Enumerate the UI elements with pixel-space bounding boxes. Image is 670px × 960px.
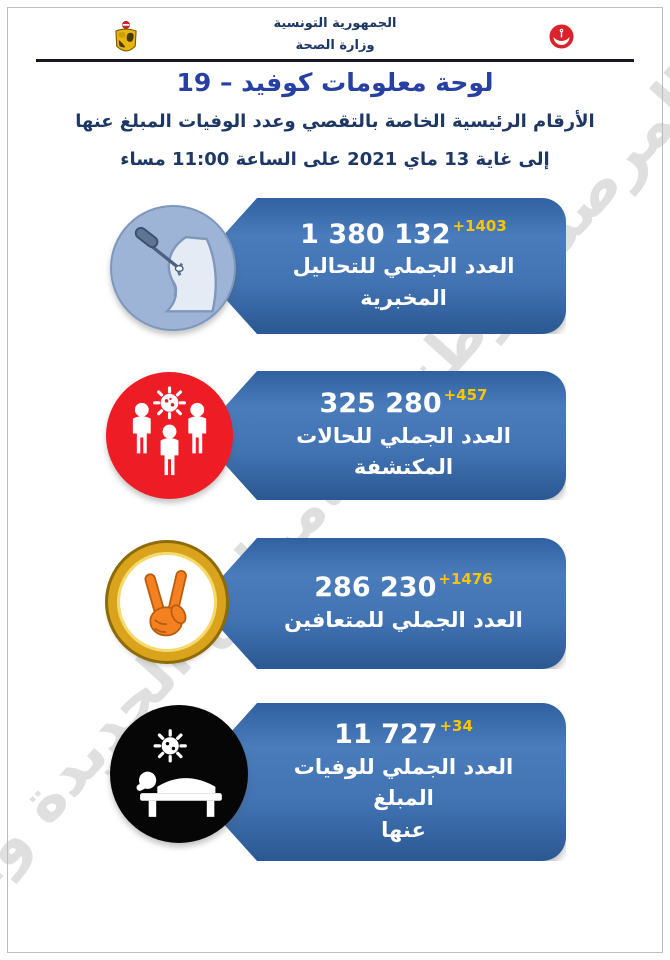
infected-people-virus-icon	[106, 372, 233, 499]
confirmed-cases-label: العدد الجملي للحالات المكتشفة	[296, 423, 511, 480]
recovered-label: العدد الجملي للمتعافين	[284, 607, 523, 632]
lab-tests-delta: +1403	[452, 216, 507, 235]
recovered-value: 286 230 +1476	[314, 571, 492, 605]
recovered-delta: +1476	[438, 569, 493, 588]
stat-banner-lab-tests: 1 380 132 +1403 العدد الجملي للتحاليل الم…	[221, 198, 566, 334]
confirmed-cases-value: 325 280 +457	[319, 387, 487, 421]
confirmed-cases-total: 325 280	[319, 388, 442, 420]
tunisia-coat-of-arms-icon	[115, 20, 137, 52]
health-ministry-logo-icon	[549, 24, 574, 49]
recovered-total: 286 230	[314, 571, 437, 603]
confirmed-cases-delta: +457	[443, 386, 488, 405]
deaths-delta: +34	[439, 716, 473, 735]
victory-hand-icon	[108, 543, 226, 661]
page-title: لوحة معلومات كوفيد – 19	[176, 68, 494, 97]
stat-banner-confirmed-cases: 325 280 +457 العدد الجملي للحالات المكتشف…	[221, 371, 566, 500]
deaths-value: 11 727 +34	[334, 718, 473, 752]
stat-banner-recovered: 286 230 +1476 العدد الجملي للمتعافين	[221, 538, 566, 669]
subtitle-date: إلى غاية 13 ماي 2021 على الساعة 11:00 مس…	[120, 149, 550, 170]
lab-tests-total: 1 380 132	[300, 218, 451, 250]
government-header: الجمهورية التونسية وزارة الصحة	[0, 17, 670, 52]
lab-tests-value: 1 380 132 +1403	[300, 218, 507, 252]
death-bed-virus-icon	[110, 705, 248, 843]
deaths-label: العدد الجملي للوفيات المبلغ عنها	[293, 754, 514, 842]
lab-tests-label: العدد الجملي للتحاليل المخبرية	[292, 254, 515, 310]
header-divider	[36, 59, 634, 62]
ministry-name: وزارة الصحة	[295, 38, 375, 53]
subtitle-description: الأرقام الرئيسية الخاصة بالتقصي وعدد الو…	[75, 111, 595, 132]
deaths-total: 11 727	[334, 718, 438, 750]
stat-banner-deaths: 11 727 +34 العدد الجملي للوفيات المبلغ عن…	[221, 703, 566, 861]
nasal-swab-test-icon	[110, 205, 236, 331]
country-name: الجمهورية التونسية	[273, 16, 397, 31]
